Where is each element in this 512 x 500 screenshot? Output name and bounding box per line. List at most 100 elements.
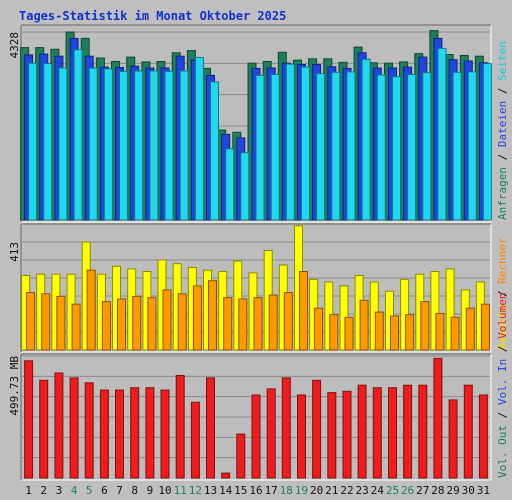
- bar-besuche-day-28: [430, 271, 440, 351]
- bar-volumen-day-22: [342, 390, 352, 479]
- bar-seiten-day-27: [422, 72, 432, 221]
- x-label-day-14: 14: [219, 484, 233, 497]
- x-label-day-15: 15: [234, 484, 247, 497]
- bar-rechner-day-17: [268, 294, 278, 351]
- bar-rechner-day-23: [359, 299, 369, 351]
- x-label-day-30: 30: [462, 484, 475, 497]
- x-label-day-8: 8: [131, 484, 138, 497]
- bar-seiten-day-22: [346, 71, 356, 221]
- bar-volumen-day-8: [130, 387, 140, 479]
- bar-rechner-day-16: [253, 297, 263, 351]
- bar-rechner-day-12: [192, 285, 202, 351]
- x-label-day-18: 18: [280, 484, 293, 497]
- bar-volumen-day-1: [24, 360, 34, 479]
- legend-entry: Volumen: [496, 293, 509, 339]
- bar-seiten-day-17: [270, 74, 280, 221]
- x-label-day-21: 21: [325, 484, 338, 497]
- bar-seiten-day-13: [210, 81, 219, 221]
- bar-volumen-day-26: [403, 384, 413, 479]
- y-axis-max-labels: 4328 413 499.73 MB: [8, 32, 21, 416]
- bar-volumen-day-23: [357, 384, 367, 479]
- bar-seiten-day-7: [119, 70, 128, 221]
- legend-entry: Dateien: [496, 101, 509, 147]
- bar-seiten-day-26: [407, 74, 417, 221]
- chart-panels: [20, 24, 492, 481]
- x-label-day-24: 24: [371, 484, 385, 497]
- bar-seiten-day-20: [316, 73, 326, 221]
- x-label-day-4: 4: [71, 484, 78, 497]
- bar-seiten-day-4: [73, 49, 83, 221]
- bar-rechner-day-14: [223, 297, 233, 351]
- chart-title: Tages-Statistik im Monat Oktober 2025: [19, 9, 286, 23]
- bar-volumen-day-31: [478, 394, 488, 479]
- bar-volumen-day-4: [69, 377, 79, 479]
- y-max-label-1: 4328: [8, 32, 21, 59]
- legend-entry: /: [496, 339, 509, 359]
- bar-rechner-day-4: [71, 303, 81, 351]
- bar-rechner-day-1: [26, 292, 36, 351]
- x-label-day-27: 27: [416, 484, 429, 497]
- bar-volumen-day-24: [372, 387, 382, 479]
- bar-rechner-day-2: [41, 293, 51, 351]
- bar-seiten-day-1: [28, 62, 38, 221]
- panel-2: [20, 223, 492, 353]
- x-label-day-5: 5: [86, 484, 93, 497]
- bar-seiten-day-15: [240, 152, 250, 221]
- x-label-day-13: 13: [204, 484, 217, 497]
- legend-strip-3: Vol. Out / Vol. In / Volumen: [496, 293, 509, 478]
- bar-volumen-day-28: [433, 357, 443, 479]
- bar-rechner-day-6: [101, 301, 111, 351]
- legend: Anfragen / Dateien / Seiten Besuche / Rec…: [496, 41, 509, 478]
- bar-seiten-day-3: [58, 67, 68, 221]
- x-label-day-10: 10: [158, 484, 171, 497]
- bar-seiten-day-31: [482, 63, 492, 221]
- bar-seiten-day-29: [452, 71, 462, 221]
- y-max-label-2: 413: [8, 242, 21, 262]
- bar-volumen-day-10: [160, 389, 170, 479]
- bar-seiten-day-24: [376, 74, 386, 221]
- series-seiten: [28, 47, 492, 221]
- bar-volumen-day-25: [388, 387, 397, 479]
- legend-entry: /: [496, 81, 509, 101]
- bar-seiten-day-2: [43, 63, 53, 221]
- bar-seiten-day-21: [331, 71, 341, 221]
- legend-entry: Vol. In: [496, 359, 509, 405]
- bar-volumen-day-13: [206, 377, 215, 479]
- bar-seiten-day-23: [361, 58, 371, 221]
- x-label-day-3: 3: [56, 484, 63, 497]
- bar-volumen-day-9: [145, 387, 155, 479]
- bar-rechner-day-15: [238, 298, 248, 351]
- bar-rechner-day-25: [390, 315, 399, 351]
- bar-volumen-day-19: [297, 394, 306, 479]
- bar-rechner-day-26: [405, 314, 415, 351]
- bar-seiten-day-12: [194, 57, 204, 221]
- bar-volumen-day-7: [115, 389, 124, 479]
- bar-rechner-day-18: [283, 292, 293, 351]
- bar-volumen-day-14: [221, 472, 231, 479]
- legend-entry: Seiten: [496, 41, 509, 81]
- x-label-day-20: 20: [310, 484, 323, 497]
- bar-rechner-day-28: [435, 312, 445, 351]
- legend-strip-2: Besuche / Rechner: [496, 237, 509, 350]
- bar-rechner-day-5: [86, 269, 96, 351]
- legend-entry: /: [496, 405, 509, 425]
- bar-volumen-day-29: [448, 399, 458, 479]
- x-label-day-23: 23: [355, 484, 368, 497]
- bar-volumen-day-30: [463, 384, 473, 479]
- bar-volumen-day-27: [418, 384, 428, 479]
- bar-volumen-day-15: [236, 433, 246, 479]
- bar-rechner-day-27: [420, 301, 430, 351]
- bar-volumen-day-20: [312, 379, 322, 479]
- bar-rechner-day-30: [465, 307, 475, 351]
- panel-3: [20, 353, 492, 481]
- bar-seiten-day-6: [103, 68, 113, 221]
- bar-volumen-day-6: [99, 389, 109, 479]
- bar-seiten-day-28: [437, 47, 447, 221]
- x-label-day-22: 22: [340, 484, 353, 497]
- x-label-day-16: 16: [249, 484, 262, 497]
- x-label-day-2: 2: [40, 484, 47, 497]
- bar-volumen-day-3: [54, 372, 64, 479]
- y-max-label-3: 499.73 MB: [8, 356, 21, 416]
- bar-rechner-day-8: [132, 295, 142, 351]
